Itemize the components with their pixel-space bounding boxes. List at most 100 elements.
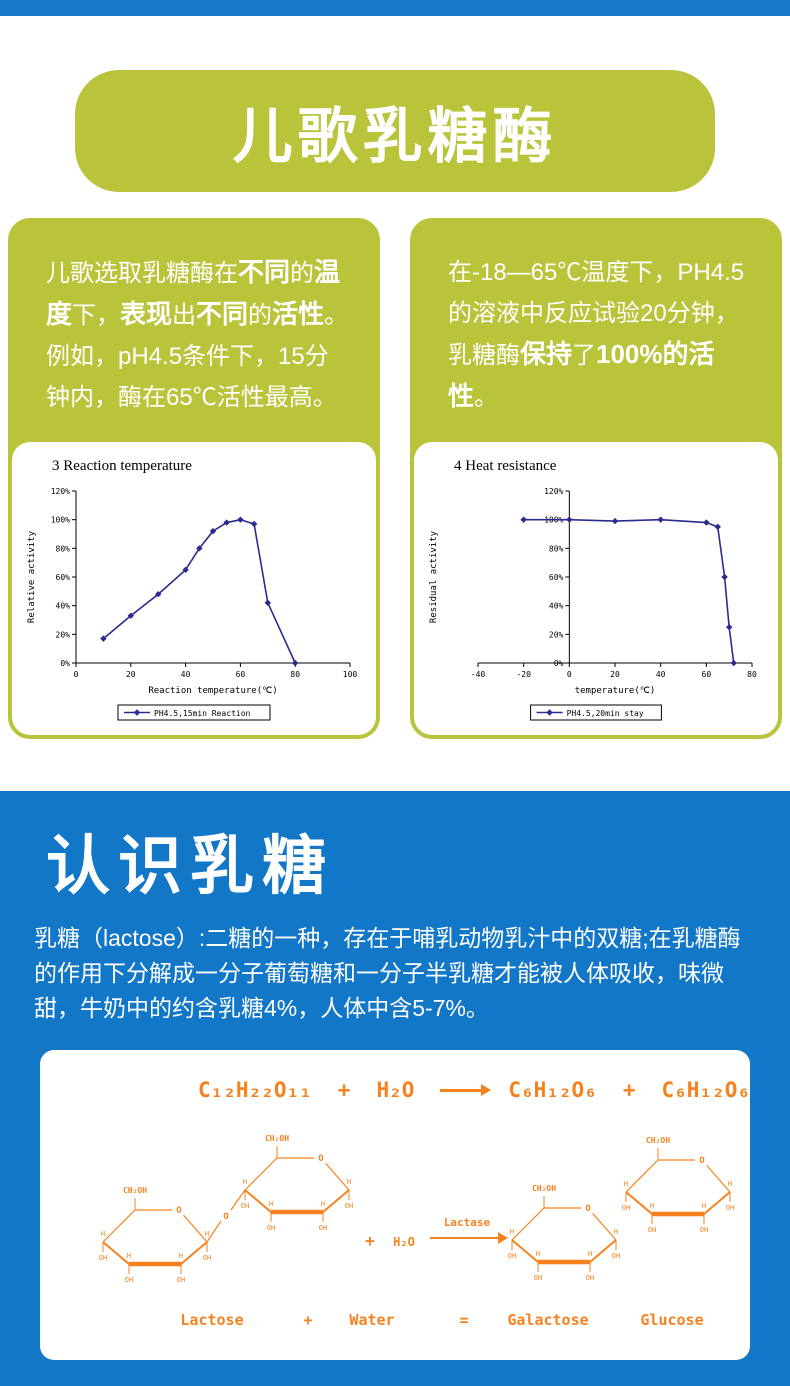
svg-text:60%: 60% <box>56 573 71 582</box>
svg-text:20: 20 <box>126 670 136 679</box>
svg-text:40%: 40% <box>56 602 71 611</box>
svg-text:temperature(℃): temperature(℃) <box>575 686 656 696</box>
svg-text:0: 0 <box>567 670 572 679</box>
svg-text:H: H <box>702 1202 706 1210</box>
section-title: 认识乳糖 <box>46 830 334 904</box>
svg-text:OH: OH <box>177 1276 185 1284</box>
svg-text:20%: 20% <box>549 630 564 639</box>
info-cards: 儿歌选取乳糖酶在不同的温度下，表现出不同的活性。例如，pH4.5条件下，15分钟… <box>8 218 782 739</box>
formula-lactose: C₁₂H₂₂O₁₁ <box>198 1078 312 1102</box>
svg-text:Reaction temperature(℃): Reaction temperature(℃) <box>148 686 277 696</box>
svg-text:+: + <box>365 1231 375 1250</box>
reaction-card: C₁₂H₂₂O₁₁ + H₂O C₆H₁₂O₆ + C₆H₁₂O₆ O CH₂OH… <box>40 1050 750 1360</box>
svg-text:20%: 20% <box>56 630 71 639</box>
formula-plus-2: + <box>622 1078 636 1102</box>
svg-text:H: H <box>536 1250 540 1258</box>
svg-text:OH: OH <box>241 1202 249 1210</box>
svg-text:H: H <box>650 1202 654 1210</box>
svg-text:H₂O: H₂O <box>393 1235 415 1249</box>
label-plus: + <box>303 1311 313 1329</box>
svg-text:PH4.5,20min stay: PH4.5,20min stay <box>567 709 644 718</box>
page-title: 儿歌乳糖酶 <box>232 101 558 172</box>
svg-text:OH: OH <box>319 1224 327 1232</box>
svg-text:Lactase: Lactase <box>444 1216 491 1229</box>
svg-text:OH: OH <box>508 1252 516 1260</box>
formula-glucose: C₆H₁₂O₆ <box>661 1078 750 1102</box>
svg-text:80%: 80% <box>549 544 564 553</box>
svg-text:OH: OH <box>534 1274 542 1282</box>
svg-text:H: H <box>624 1180 628 1188</box>
svg-text:O: O <box>318 1154 324 1164</box>
chart-title-left: 3 Reaction temperature <box>52 458 192 474</box>
svg-text:60%: 60% <box>549 573 564 582</box>
svg-text:100%: 100% <box>51 516 70 525</box>
svg-text:20: 20 <box>610 670 620 679</box>
svg-text:0%: 0% <box>60 659 70 668</box>
svg-text:H: H <box>101 1230 105 1238</box>
svg-text:40: 40 <box>656 670 666 679</box>
svg-text:-20: -20 <box>516 670 531 679</box>
svg-text:H: H <box>614 1228 618 1236</box>
svg-text:OH: OH <box>700 1226 708 1234</box>
svg-text:OH: OH <box>586 1274 594 1282</box>
svg-text:CH₂OH: CH₂OH <box>532 1184 556 1193</box>
svg-text:O: O <box>176 1206 182 1216</box>
svg-text:OH: OH <box>726 1204 734 1212</box>
svg-text:CH₂OH: CH₂OH <box>123 1186 147 1195</box>
svg-text:H: H <box>321 1200 325 1208</box>
svg-text:H: H <box>269 1200 273 1208</box>
svg-text:80: 80 <box>747 670 757 679</box>
formula-galactose: C₆H₁₂O₆ <box>508 1078 597 1102</box>
svg-text:O: O <box>585 1204 591 1214</box>
svg-text:60: 60 <box>702 670 712 679</box>
card-reaction-temperature: 儿歌选取乳糖酶在不同的温度下，表现出不同的活性。例如，pH4.5条件下，15分钟… <box>8 218 380 739</box>
svg-text:OH: OH <box>648 1226 656 1234</box>
svg-text:H: H <box>243 1178 247 1186</box>
svg-text:OH: OH <box>345 1202 353 1210</box>
svg-text:0: 0 <box>74 670 79 679</box>
lactose-paragraph: 乳糖（lactose）:二糖的一种，存在于哺乳动物乳汁中的双糖;在乳糖酶的作用下… <box>34 925 741 1021</box>
svg-text:O: O <box>223 1212 229 1222</box>
svg-text:60: 60 <box>236 670 246 679</box>
heat-resistance-chart: 0%20%40%60%80%100%120%-40 -20 0 20 40 60 80Res… <box>429 487 757 721</box>
svg-text:OH: OH <box>622 1204 630 1212</box>
svg-text:PH4.5,15min Reaction: PH4.5,15min Reaction <box>154 709 251 718</box>
reaction-temperature-chart: 0% 20% 40% 60% 80% 100% 120% 0 20 40 60 80 100 Relati… <box>27 487 358 721</box>
lactose-section: 认识乳糖 乳糖（lactose）:二糖的一种，存在于哺乳动物乳汁中的双糖;在乳糖… <box>0 791 790 1386</box>
reaction-arrow-icon <box>440 1083 492 1096</box>
svg-text:100: 100 <box>343 670 358 679</box>
svg-text:OH: OH <box>612 1252 620 1260</box>
card-left-text: 儿歌选取乳糖酶在不同的温度下，表现出不同的活性。例如，pH4.5条件下，15分钟… <box>46 257 349 411</box>
page-header: 儿歌乳糖酶 <box>75 70 715 192</box>
svg-text:Relative activity: Relative activity <box>27 530 37 623</box>
svg-text:Residual activity: Residual activity <box>429 530 439 623</box>
chart-title-right: 4 Heat resistance <box>454 458 557 474</box>
svg-text:120%: 120% <box>51 487 70 496</box>
svg-text:H: H <box>179 1252 183 1260</box>
svg-text:H: H <box>510 1228 514 1236</box>
svg-text:H: H <box>205 1230 209 1238</box>
label-water: Water <box>349 1311 395 1329</box>
formula-water: H₂O <box>376 1078 415 1102</box>
label-equals: = <box>459 1311 469 1329</box>
svg-text:OH: OH <box>125 1276 133 1284</box>
card-right-text: 在-18—65℃温度下，PH4.5的溶液中反应试验20分钟，乳糖酶保持了100%… <box>448 259 745 411</box>
chart-panel-left: 3 Reaction temperature 0% 20% 40% 60% 80% 100… <box>12 442 376 735</box>
svg-text:0%: 0% <box>554 659 564 668</box>
top-blue-bar <box>0 0 790 16</box>
svg-text:120%: 120% <box>544 487 563 496</box>
reaction-labels: Lactose + Water = Galactose Glucose <box>40 1311 750 1337</box>
label-galactose: Galactose <box>507 1311 589 1329</box>
svg-text:OH: OH <box>267 1224 275 1232</box>
svg-text:H: H <box>347 1178 351 1186</box>
label-glucose: Glucose <box>640 1311 704 1329</box>
svg-text:80: 80 <box>290 670 300 679</box>
svg-text:-40: -40 <box>471 670 486 679</box>
svg-text:H: H <box>588 1250 592 1258</box>
card-heat-resistance: 在-18—65℃温度下，PH4.5的溶液中反应试验20分钟，乳糖酶保持了100%… <box>410 218 782 739</box>
svg-text:40%: 40% <box>549 602 564 611</box>
svg-text:O: O <box>699 1156 705 1166</box>
svg-text:CH₂OH: CH₂OH <box>265 1134 289 1143</box>
label-lactose: Lactose <box>180 1311 244 1329</box>
